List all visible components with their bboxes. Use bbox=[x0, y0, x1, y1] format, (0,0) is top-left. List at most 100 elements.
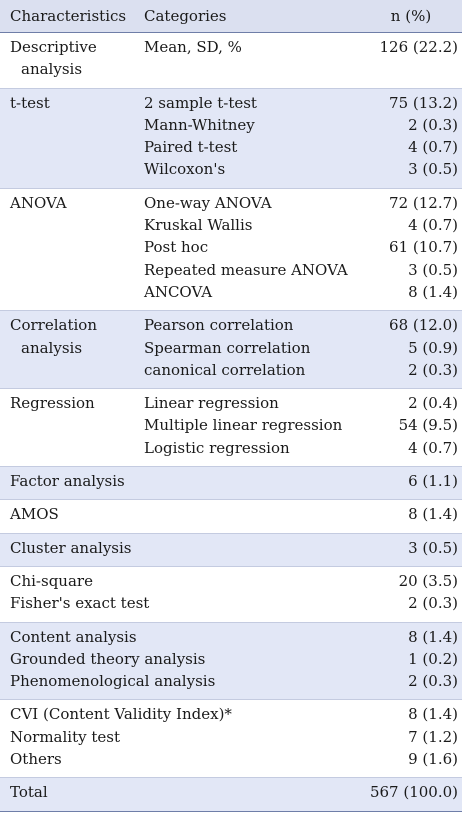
table-row: Regression Linear regression Multiple line… bbox=[0, 389, 462, 467]
header-characteristics: Characteristics bbox=[0, 0, 144, 33]
characteristic-label: analysis bbox=[21, 60, 83, 79]
category-label: 2 sample t-test bbox=[144, 93, 257, 112]
category-label: canonical correlation bbox=[144, 360, 306, 379]
characteristic-label: Fisher's exact test bbox=[10, 594, 150, 613]
characteristic-cell: Chi-square Fisher's exact test bbox=[0, 566, 150, 622]
characteristic-label: Chi-square bbox=[10, 571, 93, 590]
page-footer-fragment bbox=[0, 832, 462, 838]
count-value: 20 (3.5) bbox=[398, 571, 458, 590]
characteristic-cell: Descriptive analysis bbox=[0, 33, 144, 89]
count-value: 4 (0.7) bbox=[408, 138, 458, 157]
header-categories: Categories bbox=[144, 0, 360, 33]
characteristic-label: Others bbox=[10, 750, 62, 769]
category-label: Mann-Whitney bbox=[144, 115, 255, 134]
category-label: Logistic regression bbox=[144, 438, 290, 457]
count-cell: 3 (0.5) bbox=[360, 533, 462, 567]
categories-cell bbox=[144, 622, 360, 700]
count-cell: 75 (13.2) 2 (0.3) 4 (0.7) 3 (0.5) bbox=[360, 88, 462, 189]
table-row: t-test 2 sample t-test Mann-Whitney Paired … bbox=[0, 88, 462, 189]
count-cell: 68 (12.0) 5 (0.9) 2 (0.3) bbox=[360, 310, 462, 389]
characteristic-label: CVI (Content Validity Index)* bbox=[10, 705, 232, 724]
category-label: Pearson correlation bbox=[144, 316, 294, 335]
categories-cell: Pearson correlation Spearman correlation c… bbox=[144, 310, 360, 389]
characteristic-cell: CVI (Content Validity Index)* Normality t… bbox=[0, 700, 232, 778]
count-cell: 2 (0.4) 54 (9.5) 4 (0.7) bbox=[360, 389, 462, 467]
category-label: Mean, SD, % bbox=[144, 38, 242, 56]
characteristic-label: ANOVA bbox=[10, 193, 67, 212]
characteristic-label: analysis bbox=[21, 338, 83, 357]
categories-cell bbox=[144, 533, 360, 567]
count-value: 1 (0.2) bbox=[408, 649, 458, 668]
table-row: AMOS 8 (1.4) bbox=[0, 500, 462, 534]
category-label: ANCOVA bbox=[144, 282, 213, 301]
characteristic-cell: Content analysis Grounded theory analysis… bbox=[0, 622, 216, 700]
category-label: Multiple linear regression bbox=[144, 416, 343, 435]
count-value: 8 (1.4) bbox=[408, 505, 458, 524]
count-value: 75 (13.2) bbox=[389, 93, 458, 112]
characteristic-label: Cluster analysis bbox=[10, 538, 132, 557]
total-empty-cell bbox=[144, 777, 360, 812]
characteristic-label: Correlation bbox=[10, 316, 97, 335]
table-row: Correlation analysis Pearson correlation Sp… bbox=[0, 310, 462, 389]
characteristic-cell: Factor analysis bbox=[0, 466, 144, 500]
characteristic-label: t-test bbox=[10, 93, 50, 112]
total-label: Total bbox=[0, 777, 144, 812]
categories-cell bbox=[144, 566, 360, 622]
count-value: 6 (1.1) bbox=[408, 472, 458, 491]
total-row: Total 567 (100.0) bbox=[0, 777, 462, 812]
count-value: 126 (22.2) bbox=[379, 38, 458, 56]
count-value: 4 (0.7) bbox=[408, 438, 458, 457]
characteristic-label: Grounded theory analysis bbox=[10, 649, 206, 668]
count-value: 3 (0.5) bbox=[408, 260, 458, 279]
count-value: 2 (0.3) bbox=[408, 360, 458, 379]
characteristic-cell: AMOS bbox=[0, 500, 144, 533]
count-cell: 72 (12.7) 4 (0.7) 61 (10.7) 3 (0.5) 8 (1.4) bbox=[360, 188, 462, 310]
count-value: 8 (1.4) bbox=[408, 705, 458, 724]
total-value: 567 (100.0) bbox=[360, 777, 462, 812]
categories-cell bbox=[144, 500, 360, 533]
count-value: 5 (0.9) bbox=[408, 338, 458, 357]
count-value: 2 (0.4) bbox=[408, 394, 458, 413]
category-label: Post hoc bbox=[144, 238, 209, 257]
count-cell: 8 (1.4) 1 (0.2) 2 (0.3) bbox=[360, 622, 462, 700]
characteristic-label: Descriptive bbox=[10, 38, 97, 56]
category-label: Paired t-test bbox=[144, 138, 238, 157]
characteristic-label: Normality test bbox=[10, 727, 120, 746]
characteristic-cell: Correlation analysis bbox=[0, 310, 144, 389]
categories-cell: Linear regression Multiple linear regress… bbox=[144, 389, 360, 467]
table-row: ANOVA One-way ANOVA Kruskal Wallis Post hoc… bbox=[0, 188, 462, 311]
count-value: 3 (0.5) bbox=[408, 538, 458, 557]
characteristic-cell: Regression bbox=[0, 389, 144, 467]
count-value: 72 (12.7) bbox=[389, 193, 458, 212]
table-row: Chi-square Fisher's exact test 20 (3.5) 2 (… bbox=[0, 566, 462, 623]
table-row: Factor analysis 6 (1.1) bbox=[0, 466, 462, 500]
category-label: Wilcoxon's bbox=[144, 160, 226, 179]
count-cell: 126 (22.2) bbox=[360, 33, 462, 89]
categories-cell bbox=[144, 466, 360, 500]
count-value: 2 (0.3) bbox=[408, 115, 458, 134]
table-row: Cluster analysis 3 (0.5) bbox=[0, 533, 462, 567]
category-label: Repeated measure ANOVA bbox=[144, 260, 348, 279]
characteristic-label: Phenomenological analysis bbox=[10, 672, 216, 691]
count-value: 2 (0.3) bbox=[408, 672, 458, 691]
characteristic-cell: ANOVA bbox=[0, 188, 144, 310]
characteristic-label: AMOS bbox=[10, 505, 59, 524]
table-row: CVI (Content Validity Index)* Normality t… bbox=[0, 700, 462, 778]
header-n-percent: n (%) bbox=[360, 0, 462, 33]
category-label: Spearman correlation bbox=[144, 338, 311, 357]
statistics-table: Characteristics Categories n (%) Descrip… bbox=[0, 0, 462, 812]
category-label: One-way ANOVA bbox=[144, 193, 272, 212]
categories-cell: One-way ANOVA Kruskal Wallis Post hoc Repea… bbox=[144, 188, 360, 310]
count-cell: 6 (1.1) bbox=[360, 466, 462, 500]
count-value: 4 (0.7) bbox=[408, 216, 458, 235]
count-value: 9 (1.6) bbox=[408, 750, 458, 769]
characteristic-label: Content analysis bbox=[10, 627, 137, 646]
count-value: 8 (1.4) bbox=[408, 627, 458, 646]
categories-cell: 2 sample t-test Mann-Whitney Paired t-test… bbox=[144, 88, 360, 189]
count-value: 61 (10.7) bbox=[389, 238, 458, 257]
category-label: Linear regression bbox=[144, 394, 279, 413]
header-row: Characteristics Categories n (%) bbox=[0, 0, 462, 33]
count-value: 54 (9.5) bbox=[398, 416, 458, 435]
count-cell: 8 (1.4) bbox=[360, 500, 462, 533]
categories-cell: Mean, SD, % bbox=[144, 33, 360, 89]
